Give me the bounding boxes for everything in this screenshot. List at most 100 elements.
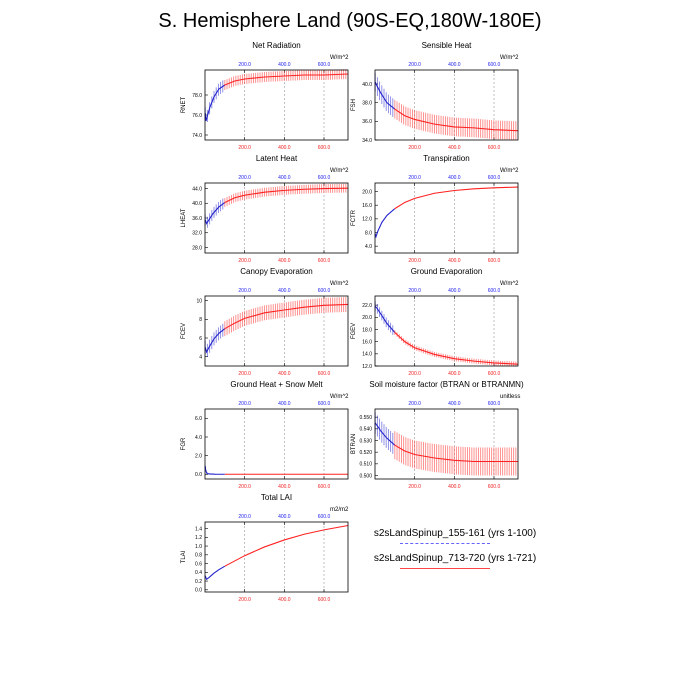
top-tick-label-btran: 600.0 bbox=[488, 401, 501, 407]
top-tick-label-fsh: 200.0 bbox=[408, 62, 421, 68]
top-tick-label-fcev: 400.0 bbox=[278, 288, 291, 294]
panel-units-rnet: W/m^2 bbox=[330, 55, 349, 61]
y-tick-label-lheat: 44.0 bbox=[192, 186, 202, 192]
top-tick-label-fgr: 400.0 bbox=[278, 401, 291, 407]
series-line-btran-0 bbox=[374, 422, 396, 446]
bottom-tick-label-tlai: 200.0 bbox=[238, 597, 251, 603]
y-tick-label-btran: 0.520 bbox=[359, 450, 372, 456]
series-line-fcev-0 bbox=[204, 328, 226, 354]
bottom-tick-label-tlai: 400.0 bbox=[278, 597, 291, 603]
y-tick-label-fsh: 38.0 bbox=[362, 100, 372, 106]
series-line-rnet-1 bbox=[224, 73, 349, 86]
series-band-fsh-0 bbox=[374, 72, 394, 117]
series-line-btran-1 bbox=[394, 444, 518, 463]
series-line-tlai-1 bbox=[224, 524, 349, 567]
panel-ylabel-btran: BTRAN bbox=[351, 434, 357, 454]
y-tick-label-tlai: 0.8 bbox=[195, 553, 202, 559]
legend: s2sLandSpinup_155-161 (yrs 1-100) s2sLan… bbox=[360, 528, 550, 578]
top-tick-label-fgev: 400.0 bbox=[448, 288, 461, 294]
y-tick-label-fgev: 16.0 bbox=[362, 339, 372, 345]
top-tick-label-fcev: 200.0 bbox=[238, 288, 251, 294]
legend-label: s2sLandSpinup_155-161 (yrs 1-100) bbox=[373, 528, 537, 539]
y-tick-label-btran: 0.540 bbox=[359, 427, 372, 433]
series-line-fsh-0 bbox=[374, 81, 396, 110]
y-tick-label-lheat: 40.0 bbox=[192, 201, 202, 207]
top-tick-label-fgr: 600.0 bbox=[318, 401, 331, 407]
y-tick-label-tlai: 0.6 bbox=[195, 561, 202, 567]
bottom-tick-label-fgev: 600.0 bbox=[488, 371, 501, 377]
panel-title-btran: Soil moisture factor (BTRAN or BTRANMN) bbox=[369, 380, 524, 389]
y-tick-label-tlai: 1.2 bbox=[195, 535, 202, 541]
top-tick-label-tlai: 400.0 bbox=[278, 514, 291, 520]
panel-title-rnet: Net Radiation bbox=[252, 41, 300, 50]
top-tick-label-lheat: 400.0 bbox=[278, 175, 291, 181]
bottom-tick-label-fctr: 600.0 bbox=[488, 258, 501, 264]
bottom-tick-label-rnet: 600.0 bbox=[318, 145, 331, 151]
series-line-fgev-0 bbox=[374, 305, 396, 333]
panel-frame-rnet bbox=[204, 69, 349, 141]
series-line-fgr-0 bbox=[204, 465, 225, 475]
bottom-tick-label-rnet: 400.0 bbox=[278, 145, 291, 151]
series-line-tlai-0 bbox=[204, 565, 226, 581]
panel-frame-fsh bbox=[374, 69, 519, 141]
y-tick-label-btran: 0.500 bbox=[359, 473, 372, 479]
panel-ylabel-fcev: FCEV bbox=[181, 323, 187, 339]
y-tick-label-rnet: 74.0 bbox=[192, 133, 202, 139]
bottom-tick-label-fgr: 400.0 bbox=[278, 484, 291, 490]
panel-title-fctr: Transpiration bbox=[423, 154, 469, 163]
panel-title-lheat: Latent Heat bbox=[256, 154, 298, 163]
page-title: S. Hemisphere Land (90S-EQ,180W-180E) bbox=[158, 10, 542, 32]
bottom-tick-label-fcev: 400.0 bbox=[278, 371, 291, 377]
y-tick-label-fsh: 40.0 bbox=[362, 82, 372, 88]
series-band-fcev-1 bbox=[224, 297, 347, 337]
y-tick-label-tlai: 1.4 bbox=[195, 526, 202, 532]
panel-ylabel-rnet: RNET bbox=[181, 97, 187, 114]
y-tick-label-lheat: 28.0 bbox=[192, 245, 202, 251]
series-line-rnet-0 bbox=[204, 84, 226, 122]
series-line-fcev-1 bbox=[224, 303, 349, 330]
y-tick-label-tlai: 0.2 bbox=[195, 579, 202, 585]
bottom-tick-label-fsh: 600.0 bbox=[488, 145, 501, 151]
panel-ylabel-fctr: FCTR bbox=[351, 209, 357, 226]
y-tick-label-btran: 0.510 bbox=[359, 462, 372, 468]
y-tick-label-btran: 0.530 bbox=[359, 438, 372, 444]
panel-units-fctr: W/m^2 bbox=[500, 168, 519, 174]
panel-frame-fctr bbox=[374, 182, 519, 254]
panel-frame-tlai bbox=[204, 521, 349, 593]
top-tick-label-fsh: 600.0 bbox=[488, 62, 501, 68]
top-tick-label-rnet: 400.0 bbox=[278, 62, 291, 68]
panel-title-fgr: Ground Heat + Snow Melt bbox=[230, 380, 323, 389]
bottom-tick-label-fctr: 400.0 bbox=[448, 258, 461, 264]
y-tick-label-tlai: 0.4 bbox=[195, 570, 202, 576]
y-tick-label-fgr: 6.0 bbox=[195, 416, 202, 422]
y-tick-label-tlai: 0.0 bbox=[195, 588, 202, 594]
top-tick-label-fgr: 200.0 bbox=[238, 401, 251, 407]
y-tick-label-rnet: 78.0 bbox=[192, 93, 202, 99]
y-tick-label-fgev: 22.0 bbox=[362, 303, 372, 309]
bottom-tick-label-lheat: 400.0 bbox=[278, 258, 291, 264]
bottom-tick-label-lheat: 200.0 bbox=[238, 258, 251, 264]
bottom-tick-label-tlai: 600.0 bbox=[318, 597, 331, 603]
series-line-fctr-0 bbox=[374, 208, 396, 239]
series-line-fsh-1 bbox=[394, 108, 519, 132]
y-tick-label-fsh: 34.0 bbox=[362, 138, 372, 144]
y-tick-label-rnet: 76.0 bbox=[192, 113, 202, 119]
panel-frame-fgr bbox=[204, 408, 349, 480]
bottom-tick-label-fgr: 200.0 bbox=[238, 484, 251, 490]
panel-units-tlai: m2/m2 bbox=[330, 507, 349, 513]
top-tick-label-tlai: 200.0 bbox=[238, 514, 251, 520]
series-band-fgev-1 bbox=[394, 330, 517, 367]
top-tick-label-fcev: 600.0 bbox=[318, 288, 331, 294]
top-tick-label-fctr: 400.0 bbox=[448, 175, 461, 181]
panel-units-lheat: W/m^2 bbox=[330, 168, 349, 174]
panel-frame-fgev bbox=[374, 295, 519, 367]
panel-title-fsh: Sensible Heat bbox=[422, 41, 473, 50]
legend-swatch-red bbox=[400, 568, 490, 569]
y-tick-label-fctr: 8.0 bbox=[365, 230, 372, 236]
bottom-tick-label-fgev: 400.0 bbox=[448, 371, 461, 377]
bottom-tick-label-fcev: 200.0 bbox=[238, 371, 251, 377]
panel-units-btran: unitless bbox=[500, 394, 520, 400]
y-tick-label-fctr: 20.0 bbox=[362, 189, 372, 195]
bottom-tick-label-fcev: 600.0 bbox=[318, 371, 331, 377]
top-tick-label-fsh: 400.0 bbox=[448, 62, 461, 68]
